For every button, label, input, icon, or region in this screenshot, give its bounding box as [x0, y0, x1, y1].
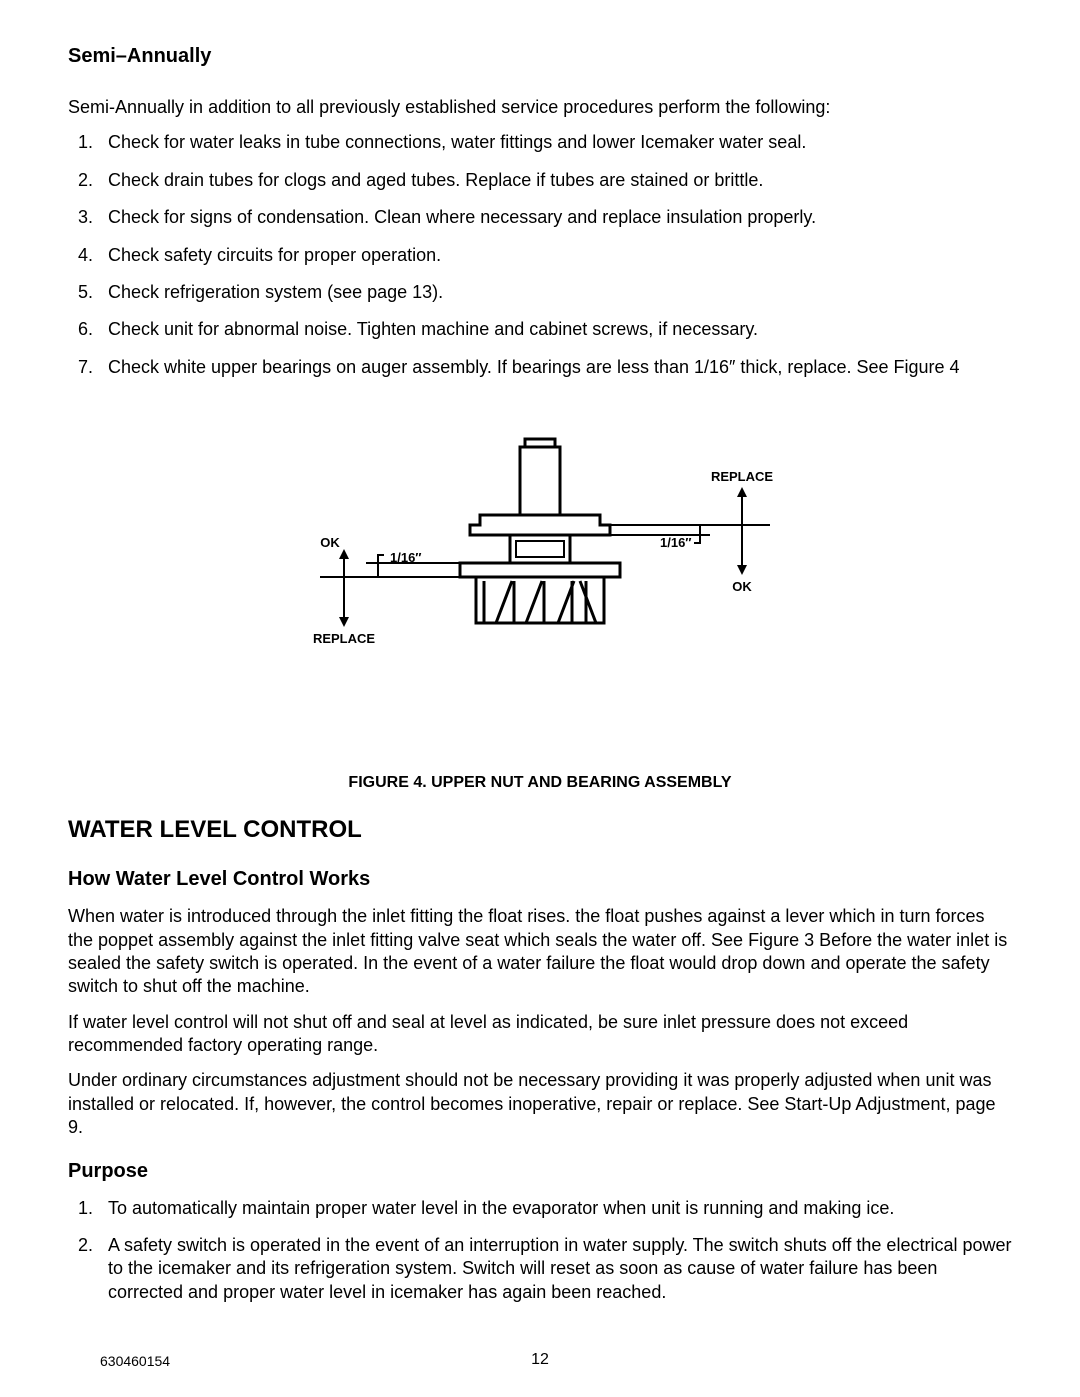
semi-annually-list: Check for water leaks in tube connection…	[68, 131, 1012, 379]
how-works-para: If water level control will not shut off…	[68, 1011, 1012, 1058]
label-ok-right: OK	[732, 579, 752, 594]
section-semi-annually-intro: Semi-Annually in addition to all previou…	[68, 96, 1012, 119]
list-item: Check drain tubes for clogs and aged tub…	[78, 169, 1012, 192]
purpose-list: To automatically maintain proper water l…	[68, 1197, 1012, 1305]
label-replace-right: REPLACE	[711, 469, 773, 484]
list-item: To automatically maintain proper water l…	[78, 1197, 1012, 1220]
section-water-level-title: WATER LEVEL CONTROL	[68, 816, 1012, 844]
page-number: 12	[531, 1351, 549, 1369]
list-item: Check safety circuits for proper operati…	[78, 244, 1012, 267]
how-works-para: Under ordinary circumstances adjustment …	[68, 1069, 1012, 1139]
bearing-assembly-svg: OK 1/16″ REPLACE REPLACE 1/16″ OK	[280, 419, 800, 679]
label-dim-left: 1/16″	[390, 550, 422, 565]
list-item: Check refrigeration system (see page 13)…	[78, 281, 1012, 304]
list-item: A safety switch is operated in the event…	[78, 1234, 1012, 1304]
label-dim-right: 1/16″	[660, 535, 692, 550]
label-replace-left: REPLACE	[313, 631, 375, 646]
document-number: 630460154	[100, 1353, 170, 1369]
subsection-how-works-title: How Water Level Control Works	[68, 868, 1012, 891]
label-ok-left: OK	[320, 535, 340, 550]
subsection-purpose-title: Purpose	[68, 1160, 1012, 1183]
how-works-para: When water is introduced through the inl…	[68, 905, 1012, 999]
list-item: Check white upper bearings on auger asse…	[78, 356, 1012, 379]
list-item: Check for water leaks in tube connection…	[78, 131, 1012, 154]
section-semi-annually-title: Semi–Annually	[68, 45, 1012, 68]
list-item: Check unit for abnormal noise. Tighten m…	[78, 318, 1012, 341]
figure-4-caption: FIGURE 4. UPPER NUT AND BEARING ASSEMBLY	[68, 774, 1012, 792]
list-item: Check for signs of condensation. Clean w…	[78, 206, 1012, 229]
figure-4-diagram: OK 1/16″ REPLACE REPLACE 1/16″ OK	[68, 419, 1012, 684]
